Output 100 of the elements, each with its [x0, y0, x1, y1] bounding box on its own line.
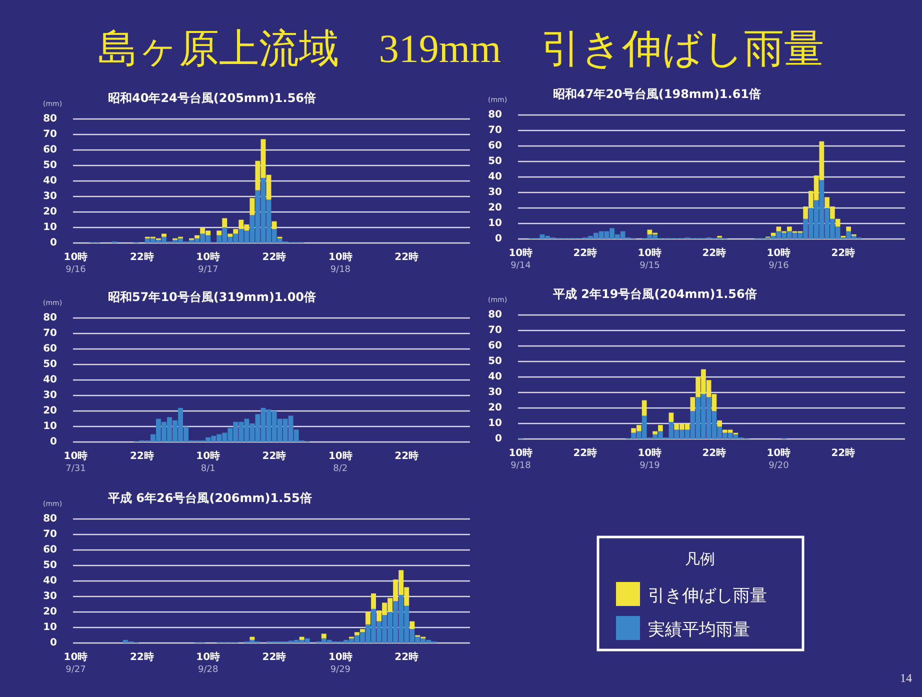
y-tick-label: 10: [488, 418, 502, 429]
bar: [770, 232, 776, 236]
bar: [222, 218, 228, 228]
y-tick-label: 0: [50, 638, 58, 648]
x-tick-label: 10時 8/2: [328, 450, 352, 474]
x-tick-label: 22時: [130, 251, 154, 263]
x-tick-label: 22時: [573, 247, 598, 259]
x-tick-label: 10時 9/19: [638, 447, 662, 471]
y-tick-label: 80: [43, 514, 58, 524]
x-tick-label: 10時 7/31: [64, 450, 88, 474]
bar: [228, 234, 233, 237]
bar: [354, 632, 360, 636]
bar: [642, 400, 647, 416]
chart-title: 昭和57年10号台風(319mm)1.00倍: [108, 290, 316, 304]
x-tick-label: 22時: [573, 447, 598, 459]
x-tick-label: 22時: [262, 450, 286, 462]
bar: [321, 634, 326, 638]
x-tick-label: 22時: [130, 651, 154, 663]
y-tick-label: 10: [43, 222, 58, 233]
bar: [299, 636, 304, 640]
y-tick-label: 50: [488, 156, 502, 167]
y-tick-label: 70: [43, 328, 58, 339]
x-tick-label: 22時: [394, 450, 419, 462]
y-tick-label: 60: [488, 340, 502, 352]
y-tick-label: 40: [43, 176, 58, 186]
y-tick-label: 0: [495, 234, 502, 244]
legend-title: 凡例: [685, 550, 715, 568]
x-tick-label: 10時 9/20: [766, 447, 791, 471]
bar: [162, 234, 166, 237]
chart-title: 昭和47年20号台風(198mm)1.61倍: [553, 87, 762, 101]
y-tick-label: 20: [488, 202, 502, 214]
y-tick-label: 80: [43, 312, 58, 324]
y-tick-label: 20: [43, 606, 58, 618]
y-tick-label: 40: [43, 576, 58, 586]
y-tick-label: 50: [43, 560, 58, 571]
bar: [250, 636, 255, 640]
x-tick-label: 22時: [831, 247, 856, 259]
y-tick-label: 10: [43, 622, 58, 633]
bar: [233, 229, 238, 234]
y-tick-label: 10: [488, 218, 502, 229]
y-tick-label: 50: [43, 160, 58, 171]
bar: [250, 198, 255, 216]
x-tick-label: 10時 9/29: [328, 651, 352, 675]
y-tick-label: 30: [43, 390, 58, 401]
x-tick-label: 22時: [262, 651, 286, 663]
y-tick-label: 60: [43, 144, 58, 156]
y-tick-label: 70: [43, 129, 58, 140]
bar: [366, 612, 370, 624]
bar: [668, 412, 674, 422]
x-tick-label: 22時: [394, 251, 419, 263]
x-tick-label: 10時 9/17: [196, 251, 220, 275]
y-tick-label: 50: [43, 359, 58, 370]
bar: [371, 593, 376, 609]
y-tick-label: 80: [488, 110, 502, 120]
x-tick-label: 22時: [262, 251, 286, 263]
x-tick-label: 10時 9/18: [508, 447, 533, 471]
y-tick-label: 20: [43, 206, 58, 218]
y-tick-label: 30: [43, 191, 58, 202]
bar: [835, 218, 840, 227]
bar: [717, 420, 722, 427]
x-tick-label: 22時: [702, 447, 726, 459]
x-tick-label: 10時 9/28: [196, 651, 220, 675]
bar: [360, 629, 365, 632]
y-tick-label: 40: [488, 172, 502, 182]
y-tick-label: 60: [43, 544, 58, 556]
bar: [658, 425, 663, 432]
chart-title: 昭和40年24号台風(205mm)1.56倍: [108, 91, 316, 105]
x-tick-label: 10時 9/14: [508, 247, 533, 271]
y-tick-label: 30: [488, 187, 502, 198]
x-tick-label: 10時 8/1: [196, 450, 220, 474]
y-tick-label: 40: [43, 374, 58, 386]
y-tick-label: 0: [50, 238, 58, 248]
y-tick-label: 30: [43, 591, 58, 602]
y-tick-label: 70: [488, 125, 502, 136]
x-tick-label: 10時 9/15: [638, 247, 662, 271]
bar: [216, 230, 222, 236]
y-tick-label: 80: [43, 114, 58, 124]
x-tick-label: 10時 9/16: [766, 247, 791, 271]
x-tick-label: 10時 9/18: [328, 251, 352, 275]
y-tick-label: 30: [488, 387, 502, 398]
x-tick-label: 22時: [702, 247, 726, 259]
x-tick-label: 22時: [831, 447, 856, 459]
y-tick-label: 70: [43, 529, 58, 540]
bar: [194, 235, 200, 238]
y-tick-label: 0: [50, 436, 58, 448]
y-tick-label: 10: [43, 421, 58, 432]
bar: [846, 226, 851, 232]
y-tick-label: 60: [488, 140, 502, 152]
bar: [410, 621, 415, 630]
y-tick-label: 20: [488, 402, 502, 414]
y-tick-label: 80: [488, 310, 502, 320]
chart-title: 平成 2年19号台風(204mm)1.56倍: [552, 287, 757, 301]
bar: [776, 226, 782, 232]
y-tick-label: 40: [488, 372, 502, 382]
y-tick-label: 0: [495, 434, 502, 444]
x-tick-label: 22時: [130, 450, 154, 462]
chart-title: 平成 6年26号台風(206mm)1.55倍: [107, 491, 312, 505]
bar: [787, 226, 792, 232]
text: 14: [900, 671, 912, 685]
x-tick-label: 10時 9/27: [64, 651, 88, 675]
